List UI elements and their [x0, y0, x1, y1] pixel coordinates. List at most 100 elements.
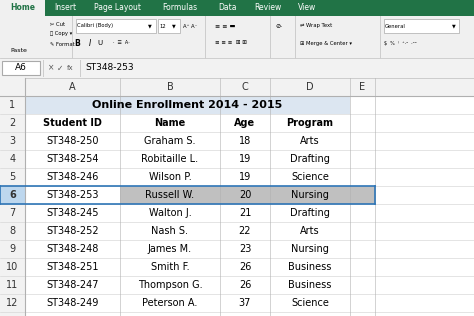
Text: Data: Data [218, 3, 237, 13]
Text: ⇌ Wrap Text: ⇌ Wrap Text [300, 23, 332, 28]
Text: Paste: Paste [10, 48, 27, 53]
Bar [0, 150, 25, 168]
Text: Nash S.: Nash S. [152, 226, 189, 236]
Bar [0, 78, 474, 96]
Text: Science: Science [291, 172, 329, 182]
Text: 26: 26 [239, 262, 251, 272]
Bar [120, 186, 220, 204]
Text: View: View [298, 3, 317, 13]
Text: Arts: Arts [300, 226, 320, 236]
Text: I: I [89, 39, 91, 47]
Text: Review: Review [254, 3, 281, 13]
Text: Age: Age [235, 118, 255, 128]
Text: D: D [306, 82, 314, 92]
Bar [0, 16, 38, 58]
Bar [350, 96, 375, 114]
Bar [25, 114, 120, 132]
Text: Name: Name [155, 118, 186, 128]
Text: A: A [69, 82, 76, 92]
Text: Science: Science [291, 298, 329, 308]
Bar [384, 19, 459, 33]
Text: Page Layout: Page Layout [94, 3, 141, 13]
Text: Thompson G.: Thompson G. [137, 280, 202, 290]
Bar [120, 258, 220, 276]
Bar [350, 132, 375, 150]
Text: ST348-253: ST348-253 [85, 64, 134, 72]
Bar [158, 19, 180, 33]
Bar [25, 276, 120, 294]
Bar [25, 240, 120, 258]
Text: ⊞ Merge & Center ▾: ⊞ Merge & Center ▾ [300, 40, 352, 46]
Text: $  %  ⁾  ⁺·⁰  ·⁰⁰: $ % ⁾ ⁺·⁰ ·⁰⁰ [384, 40, 417, 46]
Text: ST348-248: ST348-248 [46, 244, 99, 254]
Text: C: C [242, 82, 248, 92]
Text: 19: 19 [239, 154, 251, 164]
Bar [25, 132, 120, 150]
Bar [270, 222, 350, 240]
Bar [25, 294, 120, 312]
Text: 21: 21 [239, 208, 251, 218]
Text: Nursing: Nursing [291, 190, 329, 200]
Text: Program: Program [286, 118, 334, 128]
Text: ≡ ≡ ≡  ⊞ ⊞: ≡ ≡ ≡ ⊞ ⊞ [215, 40, 247, 46]
Text: B: B [74, 39, 80, 47]
Text: 26: 26 [239, 280, 251, 290]
Text: 37: 37 [239, 298, 251, 308]
Text: Drafting: Drafting [290, 154, 330, 164]
Bar [270, 204, 350, 222]
Text: ST348-252: ST348-252 [46, 226, 99, 236]
Bar [120, 222, 220, 240]
Bar [120, 240, 220, 258]
Text: fx: fx [67, 65, 73, 71]
Text: ▼: ▼ [172, 23, 176, 28]
Text: 3: 3 [9, 136, 16, 146]
Text: Business: Business [288, 262, 332, 272]
Text: ST348-253: ST348-253 [46, 190, 99, 200]
Bar [350, 258, 375, 276]
Bar [120, 204, 220, 222]
Bar [2, 61, 40, 75]
Bar [0, 258, 25, 276]
Bar [25, 168, 120, 186]
Text: Drafting: Drafting [290, 208, 330, 218]
Bar [0, 96, 25, 114]
Bar [220, 258, 270, 276]
Text: ✂ Cut: ✂ Cut [50, 21, 65, 27]
Bar [0, 276, 25, 294]
Bar [76, 19, 156, 33]
Text: 6: 6 [9, 190, 16, 200]
Text: 4: 4 [9, 154, 16, 164]
Bar [220, 114, 270, 132]
Bar [350, 276, 375, 294]
Bar [220, 312, 270, 316]
Text: ·  ☰  A·: · ☰ A· [113, 40, 130, 46]
Bar [270, 294, 350, 312]
Text: ST348-250: ST348-250 [46, 136, 99, 146]
Bar [120, 132, 220, 150]
Bar [0, 132, 25, 150]
Bar [25, 312, 120, 316]
Text: Home: Home [10, 3, 35, 13]
Text: Nursing: Nursing [291, 244, 329, 254]
Text: 8: 8 [9, 226, 16, 236]
Bar [0, 204, 25, 222]
Bar [270, 150, 350, 168]
Text: ST348-249: ST348-249 [46, 298, 99, 308]
Text: 23: 23 [239, 244, 251, 254]
Bar [270, 186, 350, 204]
Text: 18: 18 [239, 136, 251, 146]
Bar [350, 168, 375, 186]
Text: 2: 2 [9, 118, 16, 128]
Bar [25, 258, 120, 276]
Bar [120, 114, 220, 132]
Bar [270, 114, 350, 132]
Text: Arts: Arts [300, 136, 320, 146]
Text: U: U [98, 40, 102, 46]
Text: 10: 10 [6, 262, 18, 272]
Text: 1: 1 [9, 100, 16, 110]
Text: Wilson P.: Wilson P. [149, 172, 191, 182]
Bar [350, 240, 375, 258]
Text: ▼: ▼ [452, 23, 456, 28]
Bar [270, 276, 350, 294]
Bar [120, 294, 220, 312]
